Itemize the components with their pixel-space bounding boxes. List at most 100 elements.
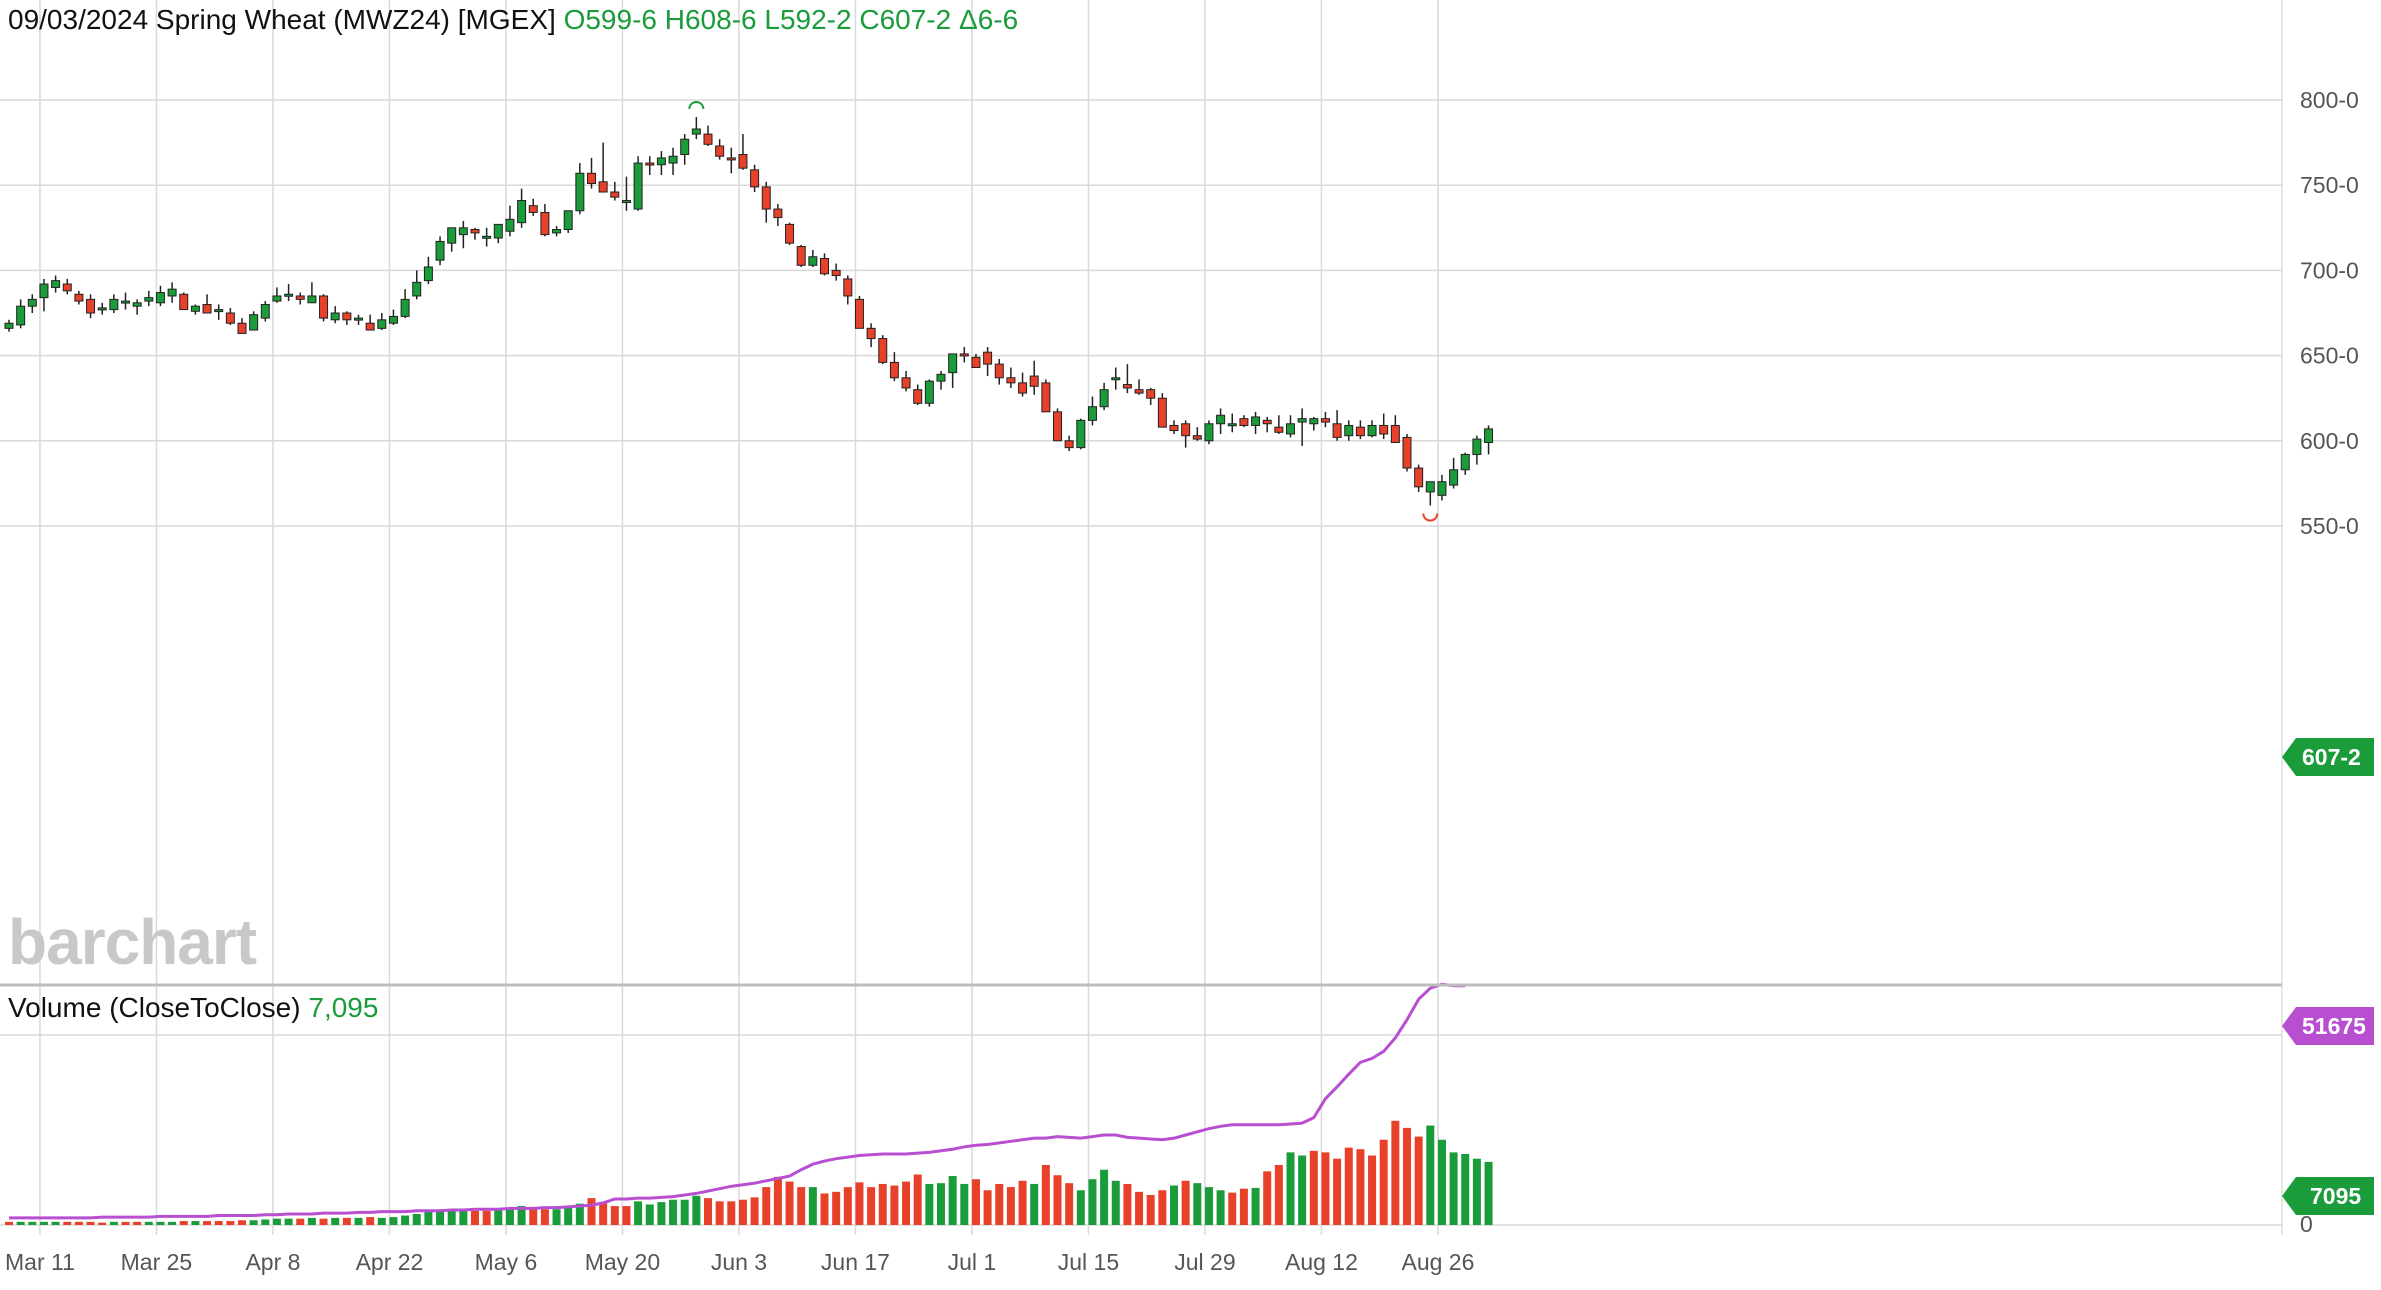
volume-bar <box>1239 1188 1248 1225</box>
candle <box>202 294 212 314</box>
volume-bar <box>925 1183 934 1225</box>
candle <box>738 134 748 170</box>
grid-lines <box>0 0 2282 1235</box>
volume-bar <box>412 1213 421 1225</box>
price-tick-label: 750-0 <box>2300 172 2359 198</box>
volume-bar <box>331 1217 340 1225</box>
candle <box>493 223 503 244</box>
candle <box>249 311 259 331</box>
date-tick-label: Jul 1 <box>948 1249 997 1275</box>
candle <box>1076 418 1086 450</box>
volume-bar <box>471 1210 479 1225</box>
candle <box>1332 410 1342 441</box>
volume-bar <box>51 1221 60 1225</box>
volume-bar <box>28 1221 37 1225</box>
volume-bar <box>692 1195 701 1225</box>
open-interest-value: 51675 <box>2302 1013 2366 1039</box>
candle <box>901 370 911 392</box>
volume-bar <box>342 1217 351 1225</box>
volume-bar <box>168 1221 177 1225</box>
volume-bar <box>1403 1127 1411 1225</box>
candle <box>388 309 398 325</box>
volume-bar <box>1484 1161 1493 1225</box>
candle <box>1216 408 1226 434</box>
candle <box>773 203 783 227</box>
volume-bar <box>109 1221 118 1225</box>
volume-bar <box>575 1203 584 1225</box>
candle <box>1053 408 1062 442</box>
volume-bar <box>1216 1190 1225 1225</box>
candle <box>1262 416 1272 433</box>
candle <box>1204 420 1214 445</box>
candle <box>1006 367 1016 388</box>
volume-bar <box>669 1199 678 1225</box>
volume-bar <box>1123 1183 1132 1225</box>
volume-bar <box>529 1207 538 1225</box>
candle <box>97 302 107 315</box>
candle <box>785 222 795 245</box>
volume-bar <box>1298 1155 1307 1225</box>
candle <box>750 164 760 193</box>
volume-bar <box>214 1221 223 1225</box>
candle <box>703 125 713 147</box>
candle <box>377 313 387 331</box>
volume-bar <box>797 1187 806 1225</box>
candle <box>540 203 550 237</box>
volume-bar <box>121 1221 130 1225</box>
candle <box>1320 411 1330 428</box>
candle <box>726 147 736 174</box>
candle <box>598 142 608 193</box>
candle <box>109 294 119 313</box>
volume-bar <box>1030 1183 1039 1225</box>
volume-bar <box>1181 1180 1190 1225</box>
candle <box>1449 457 1459 489</box>
candle <box>1192 427 1202 441</box>
candle <box>295 292 305 305</box>
volume-bar <box>1426 1125 1435 1225</box>
volume-bar <box>878 1183 887 1225</box>
volume-bar <box>1344 1147 1353 1225</box>
volume-bar <box>867 1187 876 1225</box>
candle <box>482 227 492 247</box>
date-tick-label: May 6 <box>475 1249 538 1275</box>
volume-bar <box>738 1199 747 1225</box>
candle <box>1087 396 1097 426</box>
candle <box>563 210 573 233</box>
candle <box>621 176 631 211</box>
candle <box>132 299 142 315</box>
candle <box>1367 420 1377 438</box>
price-tick-label: 800-0 <box>2300 87 2359 113</box>
candle <box>225 307 235 325</box>
volume-bar <box>1193 1183 1202 1225</box>
candle <box>435 236 445 266</box>
volume-bar <box>86 1221 95 1225</box>
volume-bar <box>890 1185 899 1225</box>
candle <box>1181 420 1191 448</box>
candle <box>1064 435 1074 452</box>
open-interest-line <box>9 982 1466 1220</box>
candle <box>272 287 282 303</box>
volume-bar <box>762 1187 771 1225</box>
volume-bar <box>1135 1191 1144 1225</box>
volume-bar <box>1333 1158 1342 1225</box>
volume-bar <box>808 1187 817 1225</box>
candle <box>761 181 771 223</box>
volume-bar <box>133 1221 142 1225</box>
volume-bar <box>1018 1180 1027 1225</box>
candle <box>155 285 165 307</box>
candle <box>1309 416 1319 431</box>
volume-bar <box>424 1211 433 1225</box>
volume-bar <box>820 1193 829 1225</box>
header-high: H608-6 <box>664 4 757 35</box>
volume-bar <box>447 1209 456 1225</box>
volume-bar <box>1076 1190 1085 1225</box>
candle <box>1344 420 1354 441</box>
candle <box>575 163 585 215</box>
date-tick-label: Mar 25 <box>121 1249 193 1275</box>
candle <box>86 294 96 319</box>
candle <box>1472 435 1482 465</box>
date-tick-label: Jun 3 <box>711 1249 767 1275</box>
volume-bar <box>1170 1185 1178 1225</box>
volume-bar <box>63 1221 72 1225</box>
